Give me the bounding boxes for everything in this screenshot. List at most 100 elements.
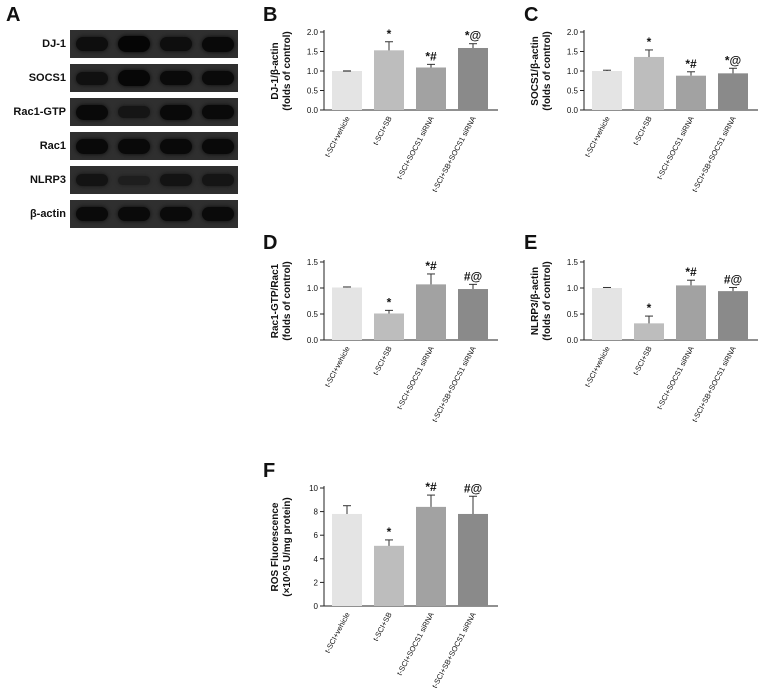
blot-band [118,206,150,222]
blot-band [160,104,192,120]
blot-band [160,138,192,154]
blot-label: Rac1-GTP [13,106,66,118]
y-axis-label: NLRP3/β-actin [530,267,541,335]
y-axis-label: DJ-1/β-actin [270,42,281,99]
blot-label: DJ-1 [42,38,66,50]
bar [374,50,404,110]
blot-strip [70,200,238,228]
y-tick-label: 1.5 [307,258,319,267]
significance-marker: #@ [464,481,482,495]
y-tick-label: 2.0 [567,28,579,37]
blot-label: Rac1 [39,140,66,152]
blot-band [118,138,150,154]
y-tick-label: 0.0 [567,106,579,115]
significance-marker: * [647,35,652,49]
blot-band [76,104,108,120]
blot-band [202,138,234,154]
bar [634,56,664,110]
y-tick-label: 1.5 [567,48,579,57]
blot-band [76,206,108,222]
x-tick-label: t-SCI+vehicle [583,345,612,389]
y-axis-label: Rac1-GTP/Rac1 [270,263,281,338]
blot-label: NLRP3 [29,174,66,186]
blot-band [202,104,234,120]
panel-letter-a: A [6,4,21,26]
panel-letter-d: D [263,232,278,254]
significance-marker: *# [685,57,697,71]
significance-marker: * [387,27,392,41]
blot-band [160,174,192,186]
x-tick-label: t-SCI+SOCS1 siRNA [395,345,436,411]
y-tick-label: 1.5 [567,258,579,267]
x-tick-label: t-SCI+SB+SOCS1 siRNA [690,115,738,194]
y-tick-label: 0.5 [307,87,319,96]
blot-band [76,71,108,85]
significance-marker: *# [425,480,437,494]
blot-label: β-actin [29,208,66,220]
blot-band [160,206,192,222]
bar [592,288,622,340]
x-tick-label: t-SCI+SB [631,115,654,147]
blot-band [118,70,150,86]
bar [416,506,446,606]
blot-strip [70,166,238,194]
y-axis-label: (folds of control) [282,31,293,110]
x-tick-label: t-SCI+SB+SOCS1 siRNA [690,345,738,424]
significance-marker: *# [425,49,437,63]
significance-marker: * [387,295,392,309]
bar [676,75,706,110]
blot-band [118,106,150,118]
x-tick-label: t-SCI+vehicle [323,115,352,159]
bar [416,284,446,340]
y-tick-label: 1.0 [567,67,579,76]
y-tick-label: 0.5 [567,310,579,319]
panel-letter-e: E [524,232,538,254]
blot-band [118,36,150,52]
bar [458,289,488,340]
y-tick-label: 0.0 [307,336,319,345]
blot-strip [70,64,238,92]
y-tick-label: 1.0 [307,67,319,76]
blot-band [118,175,150,185]
y-tick-label: 8 [314,508,319,517]
blot-strip [70,30,238,58]
blot-band [76,138,108,154]
y-tick-label: 2.0 [307,28,319,37]
y-tick-label: 6 [314,531,319,540]
x-tick-label: t-SCI+SB [631,345,654,377]
bar [332,513,362,606]
bar [718,291,748,340]
significance-marker: #@ [724,272,742,286]
x-tick-label: t-SCI+vehicle [323,611,352,655]
chart-panel-d: Rac1-GTP/Rac1 (folds of control) 0.0 0.5 1.0… [270,258,498,424]
y-tick-label: 0.5 [307,310,319,319]
blot-band [202,36,234,52]
x-tick-label: t-SCI+SB [371,611,394,643]
panel-letter-c: C [524,4,539,26]
chart-panel-e: NLRP3/β-actin (folds of control) 0.0 0.5 1.0… [530,258,758,424]
y-axis-label: ROS Fluorescence [270,502,281,591]
significance-marker: *@ [725,53,741,67]
y-tick-label: 4 [314,555,319,564]
x-tick-label: t-SCI+SOCS1 siRNA [655,115,696,181]
y-tick-label: 10 [309,484,318,493]
significance-marker: #@ [464,269,482,283]
significance-marker: *# [685,265,697,279]
blot-label: SOCS1 [28,72,66,84]
blot-band [76,174,108,186]
blot-band [76,37,108,51]
y-axis-label: (folds of control) [282,261,293,340]
bar [374,313,404,340]
x-tick-label: t-SCI+SB+SOCS1 siRNA [430,345,478,424]
x-tick-label: t-SCI+SOCS1 siRNA [395,115,436,181]
y-tick-label: 0.0 [567,336,579,345]
y-tick-label: 1.0 [567,284,579,293]
y-axis-label: (×10^5 U/mg protein) [282,497,293,596]
blot-band [202,174,234,186]
blot-strip [70,98,238,126]
blot-band [160,70,192,86]
panel-letter-f: F [263,460,276,482]
bar [416,67,446,110]
x-tick-label: t-SCI+SOCS1 siRNA [395,611,436,677]
y-tick-label: 0.0 [307,106,319,115]
